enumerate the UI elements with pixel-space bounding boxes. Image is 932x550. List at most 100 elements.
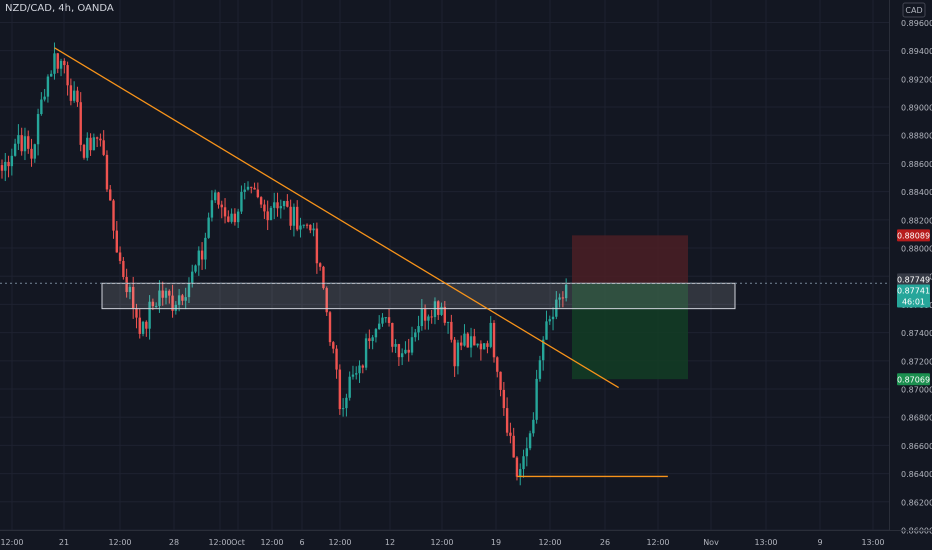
resistance-zone [101, 282, 736, 310]
candle-body [76, 90, 79, 103]
currency-badge [902, 2, 926, 18]
candle-body [407, 349, 410, 353]
x-tick-label: 28 [169, 538, 179, 547]
candle-body [312, 228, 315, 231]
candle-body [561, 297, 565, 299]
candle-body [538, 360, 542, 379]
y-tick-label: 0.89400 [901, 47, 932, 56]
candle-body [482, 343, 486, 350]
price-label-text: 0.87749 [897, 275, 930, 284]
candle-body [466, 333, 469, 348]
symbol-label[interactable]: NZD/CAD [5, 3, 52, 14]
candle-body [253, 187, 256, 190]
candle-body [259, 197, 263, 205]
candle-body [532, 419, 535, 434]
candle-body [348, 376, 351, 398]
candle-body [151, 301, 155, 307]
candle-body [27, 136, 30, 149]
chart-header: NZD/CAD, 4h, OANDA [5, 3, 114, 14]
y-tick-label: 0.86600 [901, 442, 932, 451]
price-label-text: 0.88089 [897, 231, 930, 240]
candle-body [10, 155, 14, 167]
candle-body [341, 408, 345, 410]
candle-body [338, 369, 342, 410]
candle-body [276, 202, 279, 209]
candle-body [36, 114, 40, 145]
price-label-last [897, 284, 930, 297]
candle-body [132, 286, 135, 309]
candle-body [154, 305, 158, 307]
y-tick-label: 0.86400 [901, 470, 932, 479]
candle-body [112, 200, 115, 231]
candle-body [296, 206, 299, 230]
candle-body [309, 224, 312, 231]
candle-body [256, 189, 260, 198]
candle-body [187, 283, 191, 298]
x-tick-label: 12:00 [260, 538, 283, 547]
candle-body [145, 321, 148, 329]
y-tick-label: 0.89200 [901, 75, 932, 84]
candle-body [243, 189, 246, 192]
candles [0, 42, 568, 486]
candle-body [512, 435, 515, 458]
x-tick-label: 12:00 [108, 538, 131, 547]
candle-body [515, 457, 519, 477]
candle-body [79, 102, 82, 145]
price-label-target [897, 373, 930, 386]
x-tick-label: 12:00 [328, 538, 351, 547]
candle-body [525, 448, 528, 457]
y-tick-label: 0.88800 [901, 132, 932, 141]
candle-body [4, 161, 7, 171]
candle-body [509, 432, 512, 436]
candle-body [72, 90, 76, 101]
candle-body [545, 321, 548, 340]
candle-body [528, 433, 532, 449]
candle-body [437, 301, 440, 315]
candle-body [33, 144, 36, 159]
grid [0, 0, 889, 531]
candle-body [207, 217, 210, 238]
x-tick-label: 13:00 [861, 538, 884, 547]
candle-body [128, 286, 132, 293]
candle-body [43, 96, 46, 100]
candle-body [460, 342, 463, 346]
candle-body [292, 206, 296, 226]
candle-body [115, 230, 118, 253]
candle-body [138, 317, 141, 334]
candle-body [548, 319, 551, 322]
candle-body [204, 237, 207, 260]
candle-body [469, 336, 473, 348]
candle-body [302, 224, 305, 226]
price-label-text: 46:01 [902, 298, 925, 307]
candle-body [371, 337, 374, 342]
candle-body [417, 326, 420, 333]
candle-body [59, 60, 63, 69]
candle-body [378, 323, 381, 330]
candle-body [361, 365, 364, 368]
x-tick-label: 12:00 [430, 538, 453, 547]
candle-body [450, 321, 453, 340]
candle-body [92, 137, 96, 151]
y-tick-label: 0.88200 [901, 216, 932, 225]
descending-trendline [54, 47, 619, 389]
candle-body [374, 329, 378, 338]
candle-body [230, 213, 233, 222]
price-label-crosshair [897, 273, 930, 286]
candle-body [200, 250, 204, 260]
y-tick-label: 0.87200 [901, 357, 932, 366]
take-profit-zone [572, 283, 688, 380]
x-tick-label: 12:00 [538, 538, 561, 547]
x-tick-label: 13:00 [754, 538, 777, 547]
candle-body [50, 73, 53, 77]
candle-body [410, 337, 414, 353]
candle-body [404, 349, 407, 354]
candle-body [463, 333, 466, 346]
y-tick-label: 0.86200 [901, 498, 932, 507]
candle-body [269, 207, 273, 221]
candle-body [384, 317, 387, 319]
candle-body [0, 165, 4, 171]
x-tick-label: 12:00 [646, 538, 669, 547]
candle-body [355, 373, 358, 375]
interval-label[interactable]: 4h [58, 3, 71, 14]
